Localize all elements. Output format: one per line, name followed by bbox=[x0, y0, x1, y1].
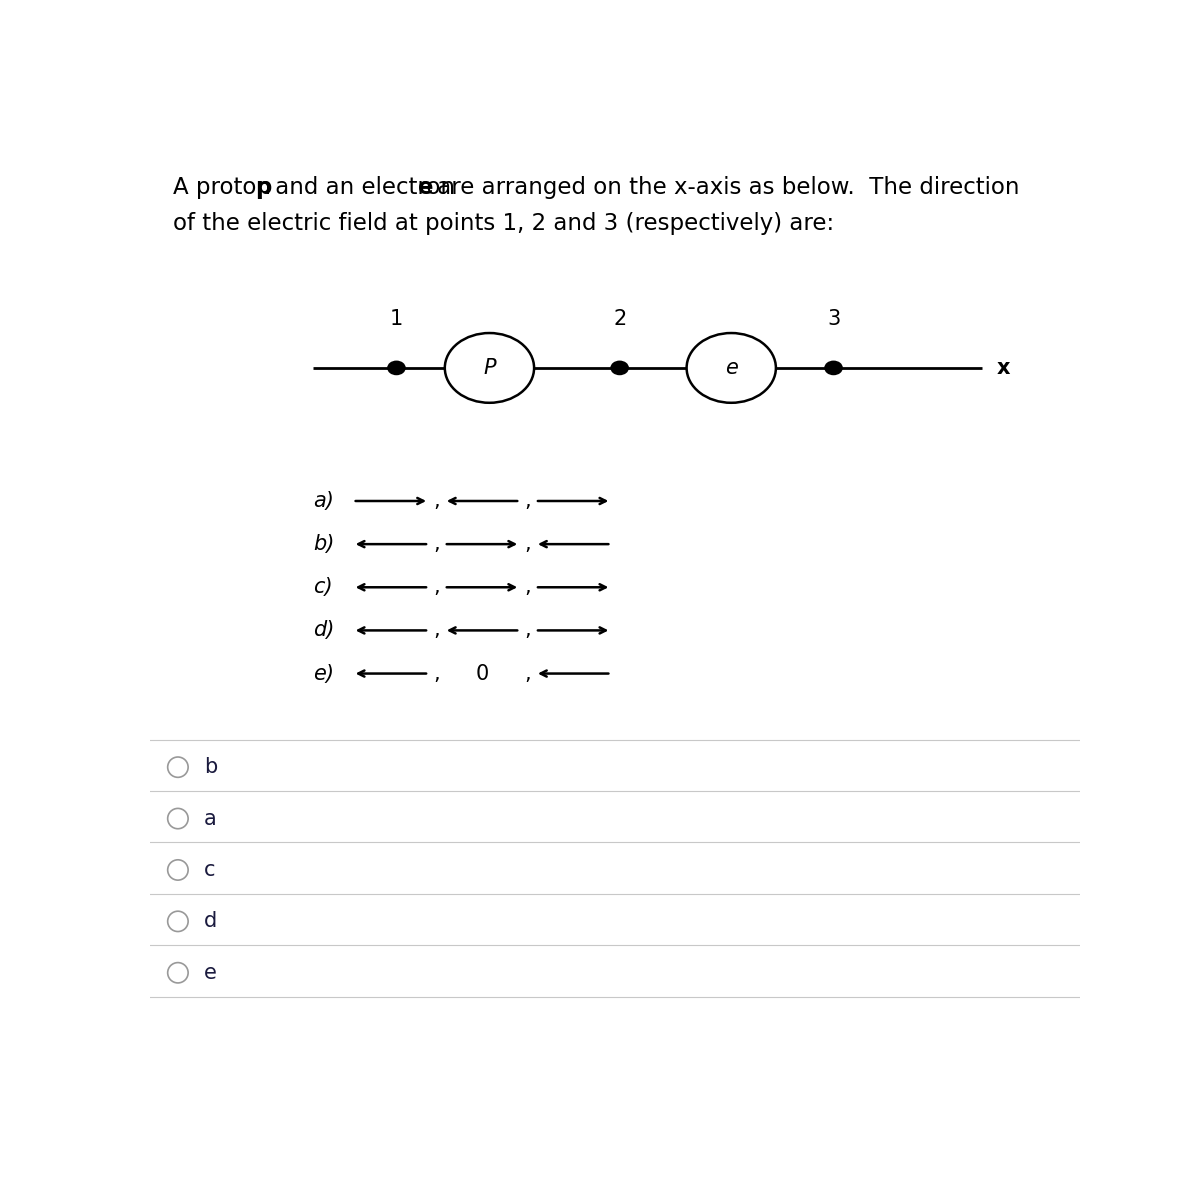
Text: ,: , bbox=[433, 664, 439, 683]
Text: e): e) bbox=[313, 664, 334, 683]
Text: d: d bbox=[204, 912, 217, 931]
Text: d): d) bbox=[313, 620, 334, 640]
Text: a): a) bbox=[313, 491, 334, 511]
Ellipse shape bbox=[388, 360, 406, 375]
Text: a: a bbox=[204, 808, 217, 828]
Text: p: p bbox=[254, 175, 271, 199]
Text: 1: 1 bbox=[390, 310, 403, 329]
Ellipse shape bbox=[611, 360, 629, 375]
Ellipse shape bbox=[824, 360, 842, 375]
Text: ,: , bbox=[524, 577, 530, 597]
Text: c: c bbox=[204, 859, 216, 880]
Text: c): c) bbox=[313, 577, 332, 597]
Text: of the electric field at points 1, 2 and 3 (respectively) are:: of the electric field at points 1, 2 and… bbox=[173, 212, 834, 235]
Text: 0: 0 bbox=[475, 664, 488, 683]
Text: ,: , bbox=[433, 534, 439, 554]
Text: e: e bbox=[204, 963, 217, 982]
Text: are arranged on the x-axis as below.  The direction: are arranged on the x-axis as below. The… bbox=[430, 175, 1020, 199]
Text: b): b) bbox=[313, 534, 334, 554]
Text: 3: 3 bbox=[827, 310, 840, 329]
Text: ,: , bbox=[524, 534, 530, 554]
Text: and an electron: and an electron bbox=[268, 175, 462, 199]
Text: ,: , bbox=[433, 620, 439, 640]
Text: e: e bbox=[418, 175, 433, 199]
Text: ,: , bbox=[524, 664, 530, 683]
Ellipse shape bbox=[445, 333, 534, 403]
Text: b: b bbox=[204, 757, 217, 777]
Text: e: e bbox=[725, 358, 738, 378]
Text: ,: , bbox=[433, 577, 439, 597]
Text: 2: 2 bbox=[613, 310, 626, 329]
Text: x: x bbox=[996, 358, 1010, 378]
Text: A proton: A proton bbox=[173, 175, 278, 199]
Ellipse shape bbox=[686, 333, 776, 403]
Text: ,: , bbox=[524, 491, 530, 511]
Text: ,: , bbox=[524, 620, 530, 640]
Text: P: P bbox=[484, 358, 496, 378]
Text: ,: , bbox=[433, 491, 439, 511]
